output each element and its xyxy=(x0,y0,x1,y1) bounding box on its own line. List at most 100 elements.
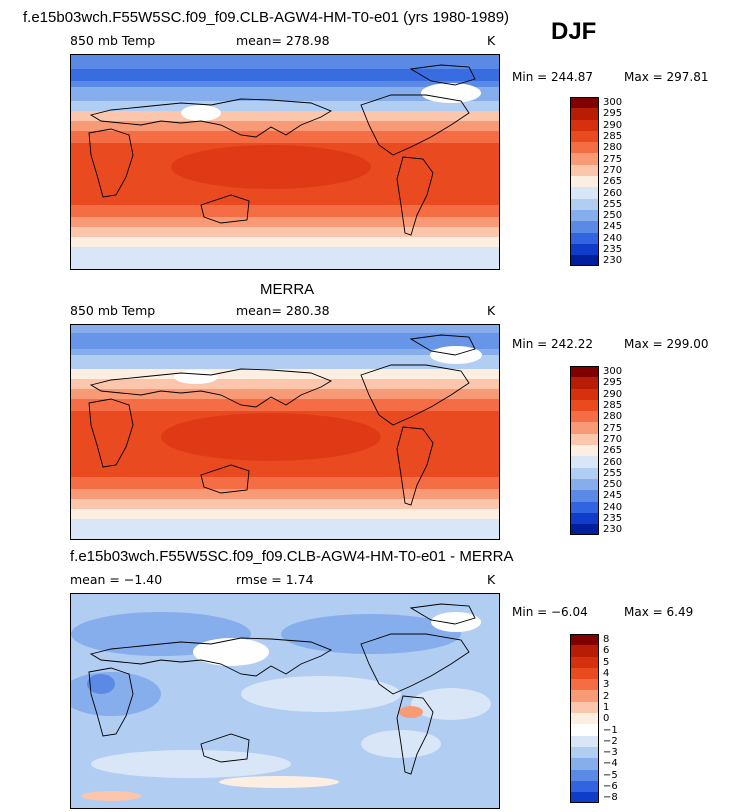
panel2-swatch xyxy=(570,524,599,536)
panel1-units-label: K xyxy=(487,33,496,48)
panel1-swatch xyxy=(570,164,599,177)
panel3-swatch xyxy=(570,758,599,770)
panel2-swatch xyxy=(570,411,599,423)
panel3-colorbar-label: 8 xyxy=(603,634,610,646)
panel1-colorbar-label: 240 xyxy=(603,232,623,244)
panel2-units-label: K xyxy=(487,303,496,318)
panel3-colorbar-row: 5 xyxy=(570,656,618,668)
panel1-colorbar-row: 235 xyxy=(570,243,622,256)
panel1-swatch xyxy=(570,198,599,210)
panel1-swatch xyxy=(570,108,599,120)
panel1-colorbar-label: 300 xyxy=(603,97,623,109)
panel2-map-graphic xyxy=(71,325,499,539)
panel2-swatch xyxy=(570,399,599,412)
panel3-colorbar-label: 6 xyxy=(603,645,610,657)
panel2-swatch xyxy=(570,478,599,491)
panel1-swatch xyxy=(570,209,599,222)
panel1-colorbar-label: 270 xyxy=(603,164,623,176)
panel3-swatch xyxy=(570,634,599,646)
panel1-colorbar: 300 295 290 285 280 275 270 265 260 255 … xyxy=(570,97,623,267)
panel3-colorbar-row: 0 xyxy=(570,713,618,725)
panel2-colorbar-label: 300 xyxy=(603,366,623,378)
panel2-colorbar-row: 255 xyxy=(570,467,623,479)
panel1-map xyxy=(70,54,500,270)
panel3-colorbar-label: 0 xyxy=(603,713,610,725)
panel1-colorbar-label: 230 xyxy=(603,255,623,267)
panel1-colorbar-label: 260 xyxy=(603,187,623,199)
panel2-colorbar: 300 295 290 285 280 275 270 265 260 255 … xyxy=(570,366,623,536)
panel2-colorbar-row: 290 xyxy=(570,388,622,400)
panel2-colorbar-label: 230 xyxy=(603,524,623,536)
panel2-colorbar-label: 270 xyxy=(603,433,623,445)
panel2-swatch xyxy=(570,467,599,479)
panel1-colorbar-row: 290 xyxy=(570,119,623,131)
panel1-swatch xyxy=(570,221,599,233)
panel2-swatch xyxy=(570,377,599,389)
panel2-swatch xyxy=(570,490,599,502)
panel3-colorbar-label: −6 xyxy=(603,781,618,792)
panel1-colorbar-row: 285 xyxy=(570,130,623,143)
panel3-colorbar-row: 4 xyxy=(570,667,618,680)
panel3-swatch xyxy=(570,701,599,714)
panel2-max-label: Max = 299.00 xyxy=(624,337,709,351)
panel2-colorbar-label: 245 xyxy=(603,490,623,502)
panel3-colorbar-row: −3 xyxy=(570,746,618,759)
panel3-map xyxy=(70,593,500,809)
panel3-colorbar-label: 4 xyxy=(603,668,610,680)
panel1-colorbar-row: 240 xyxy=(570,232,623,244)
panel2-swatch xyxy=(570,422,599,434)
panel3-colorbar-row: −8 xyxy=(570,792,618,804)
panel2-swatch xyxy=(570,388,599,400)
panel2-colorbar-label: 260 xyxy=(603,456,623,468)
panel2-colorbar-row: 265 xyxy=(570,445,622,457)
panel3-colorbar-label: −5 xyxy=(603,769,618,781)
panel1-swatch xyxy=(570,119,599,131)
panel2-colorbar-label: 255 xyxy=(603,467,623,479)
panel1-swatch xyxy=(570,142,599,154)
panel1-swatch xyxy=(570,187,599,199)
panel3-colorbar-label: 2 xyxy=(603,690,610,702)
panel1-colorbar-row: 270 xyxy=(570,164,623,177)
panel2-colorbar-row: 240 xyxy=(570,501,622,513)
panel2-min-label: Min = 242.22 xyxy=(512,337,593,351)
panel3-colorbar-label: −4 xyxy=(603,758,618,770)
panel3-max-label: Max = 6.49 xyxy=(624,605,694,619)
panel3-colorbar-row: −4 xyxy=(570,758,618,770)
panel1-title: f.e15b03wch.F55W5SC.f09_f09.CLB-AGW4-HM-… xyxy=(23,9,510,26)
panel2-mean-label: mean= 280.38 xyxy=(236,303,330,318)
panel1-colorbar-label: 280 xyxy=(603,142,623,154)
season-label: DJF xyxy=(551,18,597,45)
panel3-colorbar-row: 2 xyxy=(570,690,618,702)
panel2-title: MERRA xyxy=(260,281,315,298)
panel1-colorbar-label: 285 xyxy=(603,131,623,143)
panel2-colorbar-label: 285 xyxy=(603,400,623,412)
panel3-swatch xyxy=(570,645,599,657)
panel1-swatch xyxy=(570,97,599,109)
panel3-colorbar-row: −6 xyxy=(570,780,618,793)
panel1-swatch xyxy=(570,176,599,188)
panel1-colorbar-label: 295 xyxy=(603,108,623,120)
panel2-colorbar-row: 270 xyxy=(570,433,623,446)
panel1-colorbar-label: 290 xyxy=(603,119,623,131)
panel3-swatch xyxy=(570,769,599,781)
panel1-swatch xyxy=(570,153,599,165)
panel1-colorbar-label: 265 xyxy=(603,176,623,188)
panel1-colorbar-row: 265 xyxy=(570,176,623,188)
panel3-colorbar-row: −1 xyxy=(570,724,618,736)
panel3-colorbar-label: −3 xyxy=(603,747,618,759)
panel1-colorbar-label: 245 xyxy=(603,221,623,233)
panel3-swatch xyxy=(570,667,599,680)
panel3-title: f.e15b03wch.F55W5SC.f09_f09.CLB-AGW4-HM-… xyxy=(70,548,514,565)
panel3-mean-label: mean = −1.40 xyxy=(70,572,163,587)
panel2-colorbar-row: 250 xyxy=(570,478,622,491)
panel3-colorbar-label: −8 xyxy=(603,792,618,804)
panel3-swatch xyxy=(570,780,599,793)
panel1-max-label: Max = 297.81 xyxy=(624,70,709,84)
panel3-swatch xyxy=(570,792,599,804)
panel3-colorbar-label: 5 xyxy=(603,656,610,668)
panel3-colorbar-label: 1 xyxy=(603,701,610,713)
panel2-colorbar-row: 275 xyxy=(570,422,622,434)
panel1-colorbar-label: 250 xyxy=(603,210,623,222)
panel1-colorbar-row: 275 xyxy=(570,153,622,165)
panel2-colorbar-label: 295 xyxy=(603,377,623,389)
